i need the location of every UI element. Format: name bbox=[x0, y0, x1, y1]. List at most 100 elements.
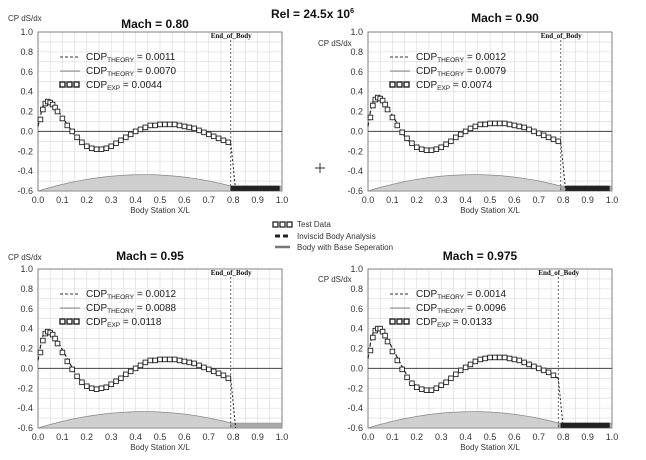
data-point bbox=[453, 134, 459, 141]
data-point bbox=[516, 123, 523, 130]
legend-entry: CDPTHEORY = 0.0012 bbox=[86, 289, 177, 301]
data-point bbox=[545, 134, 552, 141]
data-point bbox=[511, 356, 518, 363]
legend-subscript: THEORY bbox=[437, 294, 465, 301]
data-point bbox=[418, 386, 425, 392]
x-tick-label: 0.3 bbox=[105, 195, 118, 205]
x-tick-label: 0.1 bbox=[386, 432, 399, 442]
data-point bbox=[142, 359, 149, 366]
y-axis-label: CP dS/dx bbox=[8, 253, 42, 262]
x-tick-label: 0.7 bbox=[203, 432, 216, 442]
x-tick-label: 0.1 bbox=[56, 195, 69, 205]
data-point bbox=[531, 128, 537, 135]
y-tick-label: 0.0 bbox=[350, 363, 363, 373]
data-point bbox=[399, 366, 405, 373]
legend-entry: CDPTHEORY = 0.0014 bbox=[416, 289, 507, 301]
data-point bbox=[181, 358, 188, 365]
x-tick-label: 0.9 bbox=[251, 432, 264, 442]
legend-subscript: EXP bbox=[437, 322, 450, 329]
data-point bbox=[367, 114, 374, 121]
legend-subscript: THEORY bbox=[107, 57, 135, 64]
data-point bbox=[370, 102, 376, 109]
x-tick-label: 0.1 bbox=[386, 195, 399, 205]
data-point bbox=[492, 354, 498, 361]
data-point-base bbox=[250, 185, 256, 191]
data-point bbox=[37, 116, 44, 123]
x-tick-label: 0.8 bbox=[227, 432, 240, 442]
data-point bbox=[132, 128, 139, 135]
legend-subscript: THEORY bbox=[107, 308, 135, 315]
sting-shape bbox=[230, 422, 283, 429]
legend-value: = 0.0012 bbox=[464, 52, 506, 63]
data-point bbox=[521, 124, 527, 131]
legend-square bbox=[396, 81, 403, 88]
legend-prefix: CDP bbox=[416, 317, 437, 328]
x-tick-label: 0.5 bbox=[154, 432, 167, 442]
data-point bbox=[453, 371, 459, 378]
data-point bbox=[137, 126, 144, 133]
data-point bbox=[147, 122, 153, 129]
data-point bbox=[88, 145, 95, 152]
data-point-base bbox=[235, 185, 241, 191]
data-point bbox=[389, 114, 396, 121]
data-point bbox=[477, 121, 483, 128]
data-point bbox=[418, 146, 425, 153]
data-point bbox=[176, 357, 183, 364]
data-point bbox=[162, 121, 168, 128]
x-tick-label: 0.6 bbox=[178, 432, 191, 442]
legend-entry: CDPEXP = 0.0118 bbox=[86, 317, 162, 329]
x-tick-label: 0.0 bbox=[362, 432, 375, 442]
data-point-base bbox=[259, 185, 266, 191]
legend-square bbox=[73, 318, 80, 325]
data-point bbox=[167, 121, 173, 128]
figure-title: Rel = 24.5x 106 bbox=[271, 7, 354, 21]
data-point bbox=[88, 385, 95, 392]
data-point bbox=[506, 121, 513, 128]
data-point bbox=[225, 375, 232, 382]
data-point bbox=[123, 371, 129, 378]
y-tick-label: 0.2 bbox=[20, 344, 33, 354]
data-point-base bbox=[604, 185, 610, 191]
data-point-base bbox=[580, 185, 586, 191]
x-tick-label: 1.0 bbox=[606, 195, 619, 205]
data-point bbox=[59, 115, 66, 122]
data-point-base bbox=[565, 185, 571, 191]
data-point-base bbox=[274, 185, 280, 191]
data-point bbox=[448, 375, 454, 382]
y-tick-label: -0.2 bbox=[347, 383, 363, 393]
y-tick-label: 0.4 bbox=[20, 87, 33, 97]
data-point bbox=[142, 124, 149, 131]
body-shape bbox=[367, 174, 562, 192]
legend-square bbox=[389, 81, 396, 88]
data-point bbox=[482, 121, 488, 128]
y-tick-label: 0.8 bbox=[350, 284, 363, 294]
data-point bbox=[210, 368, 217, 375]
data-point bbox=[113, 140, 119, 147]
data-point-base bbox=[575, 422, 581, 428]
series-line-base-drop bbox=[230, 379, 237, 429]
y-tick-label: 0.4 bbox=[350, 324, 363, 334]
legend-inviscid: Inviscid Body Analysis bbox=[275, 232, 376, 241]
data-point bbox=[220, 372, 227, 379]
chart-panel: End_of_Body 0.0 0.1 0.2 0.3 0.4 0.5 0.6 0.7 0.8 0.… bbox=[8, 14, 288, 215]
data-point bbox=[52, 335, 58, 342]
y-tick-label: 0.8 bbox=[350, 47, 363, 57]
legend-label: Inviscid Body Analysis bbox=[297, 232, 376, 241]
x-tick-label: 0.9 bbox=[251, 195, 264, 205]
data-point bbox=[201, 364, 207, 371]
series-line-base-drop bbox=[557, 378, 564, 429]
legend-label: Body with Base Seperation bbox=[297, 243, 393, 252]
body-shape bbox=[37, 411, 232, 429]
plus-marker-icon bbox=[315, 163, 325, 173]
x-tick-label: 0.1 bbox=[56, 432, 69, 442]
data-point bbox=[171, 356, 178, 363]
x-tick-label: 0.2 bbox=[411, 432, 424, 442]
legend-value: = 0.0074 bbox=[450, 80, 492, 91]
chart-title: Mach = 0.975 bbox=[443, 249, 518, 263]
x-tick-label: 0.2 bbox=[81, 432, 94, 442]
data-point-base bbox=[594, 422, 600, 428]
